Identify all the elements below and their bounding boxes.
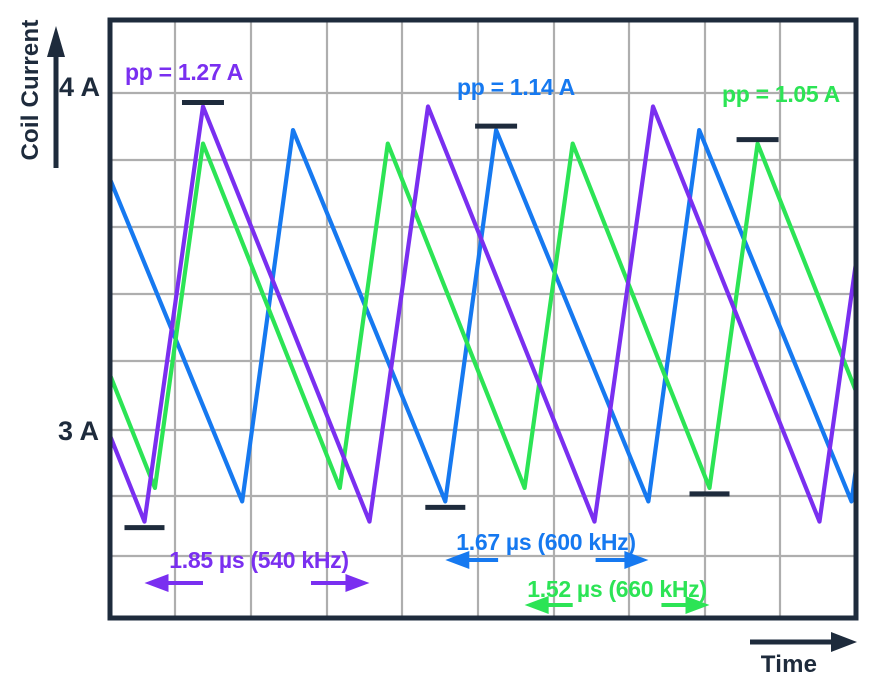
x-axis-title: Time (761, 651, 817, 678)
period-arrow-layer (144, 551, 710, 614)
waveform-600khz (110, 128, 856, 504)
y-tick-4a: 4 A (59, 72, 100, 102)
y-tick-3a: 3 A (58, 416, 99, 446)
y-axis-arrow-icon (47, 26, 65, 168)
y-axis-title: Coil Current (17, 19, 44, 160)
pp-label-540khz: pp = 1.27 A (125, 59, 243, 85)
period-label-600khz: 1.67 µs (600 kHz) (456, 529, 635, 555)
period-arrows-660khz (524, 596, 710, 614)
waveform-660khz (110, 141, 856, 490)
period-arrows-540khz (144, 574, 370, 592)
plot-border (107, 17, 859, 621)
x-axis-arrow-icon (750, 632, 857, 652)
period-arrows-600khz (445, 551, 649, 569)
peak-trough-marker-layer (124, 100, 779, 531)
x-axis-arrow-head (831, 632, 857, 652)
pp-label-660khz: pp = 1.05 A (722, 81, 840, 107)
y-axis-arrow-head (47, 26, 65, 57)
period-label-660khz: 1.52 µs (660 kHz) (527, 576, 706, 602)
waveform-layer (110, 104, 856, 524)
waveform-540khz (110, 104, 856, 524)
period-label-540khz: 1.85 µs (540 kHz) (169, 547, 348, 573)
pp-label-600khz: pp = 1.14 A (457, 74, 575, 100)
